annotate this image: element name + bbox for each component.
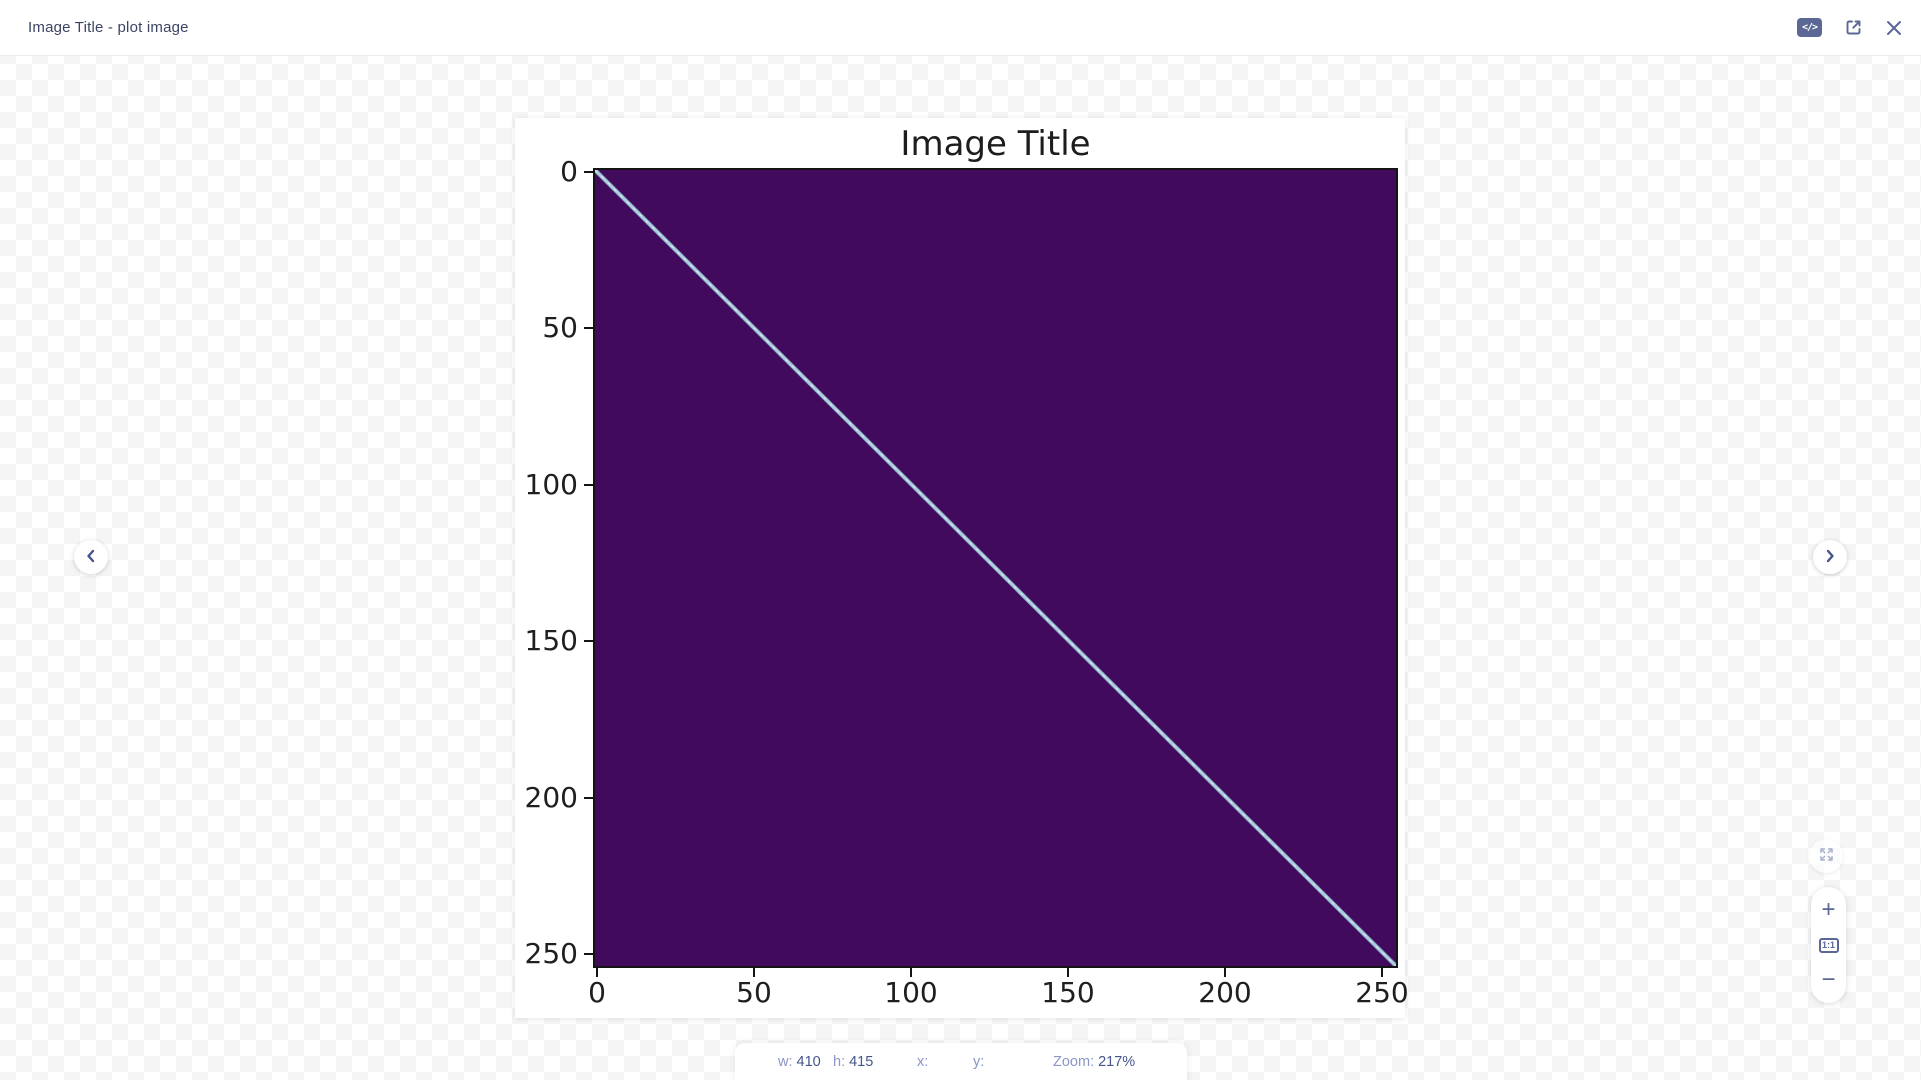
chevron-right-icon — [1822, 548, 1838, 567]
zoom-out-button[interactable]: − — [1811, 963, 1846, 997]
y-tick-label: 150 — [524, 624, 578, 657]
x-tickmark — [596, 968, 598, 977]
plus-icon: + — [1821, 896, 1836, 923]
code-icon: </> — [1801, 22, 1818, 33]
x-tick-label: 200 — [1198, 976, 1252, 1009]
y-tick-label: 200 — [524, 781, 578, 814]
diagonal-line — [595, 170, 1396, 966]
zoom-toolbar: + 1:1 − — [1811, 887, 1846, 1003]
cursor-y-readout: y: — [973, 1054, 985, 1070]
x-tickmark — [1381, 968, 1383, 977]
image-width-readout: w: 410 — [778, 1054, 821, 1070]
y-tick-label: 100 — [524, 468, 578, 501]
x-tick-label: 250 — [1355, 976, 1409, 1009]
header-actions: </> — [1797, 18, 1903, 37]
viewer-header: Image Title - plot image </> — [0, 0, 1921, 56]
chevron-left-icon — [83, 548, 99, 567]
previous-image-button[interactable] — [74, 540, 108, 574]
plot-figure: Image Title 0 50 100 150 200 250 0 50 10… — [515, 118, 1409, 1018]
close-icon — [1885, 19, 1903, 37]
x-tick-label: 100 — [884, 976, 938, 1009]
open-in-new-icon — [1844, 18, 1863, 37]
y-tick-label: 250 — [524, 937, 578, 970]
view-source-button[interactable]: </> — [1797, 18, 1822, 37]
cursor-x-readout: x: — [917, 1054, 929, 1070]
y-tick-label: 50 — [542, 311, 578, 344]
x-tickmark — [1067, 968, 1069, 977]
x-tickmark — [910, 968, 912, 977]
zoom-level-readout: Zoom: 217% — [1053, 1054, 1136, 1070]
x-tick-label: 50 — [736, 976, 772, 1009]
heatmap-axes[interactable] — [593, 168, 1398, 968]
open-external-button[interactable] — [1844, 18, 1863, 37]
y-tickmark — [584, 171, 593, 173]
y-tickmark — [584, 797, 593, 799]
chart-title: Image Title — [900, 124, 1091, 164]
next-image-button[interactable] — [1813, 540, 1847, 574]
zoom-in-button[interactable]: + — [1811, 893, 1846, 927]
one-to-one-icon: 1:1 — [1818, 937, 1839, 953]
image-height-readout: h: 415 — [833, 1054, 874, 1070]
x-tick-label: 150 — [1041, 976, 1095, 1009]
x-tickmark — [1224, 968, 1226, 977]
close-button[interactable] — [1885, 19, 1903, 37]
x-tickmark — [753, 968, 755, 977]
minus-icon: − — [1821, 966, 1836, 993]
y-tick-label: 0 — [560, 155, 578, 188]
window-title: Image Title - plot image — [28, 19, 189, 36]
y-tickmark — [584, 484, 593, 486]
image-status-bar: w: 410 h: 415 x: y: Zoom: 217% — [735, 1043, 1187, 1080]
y-tickmark — [584, 640, 593, 642]
actual-size-button[interactable]: 1:1 — [1811, 928, 1846, 962]
y-tickmark — [584, 953, 593, 955]
expand-icon — [1818, 846, 1835, 866]
x-tick-label: 0 — [588, 976, 606, 1009]
y-tickmark — [584, 327, 593, 329]
fullscreen-button[interactable] — [1809, 839, 1843, 873]
